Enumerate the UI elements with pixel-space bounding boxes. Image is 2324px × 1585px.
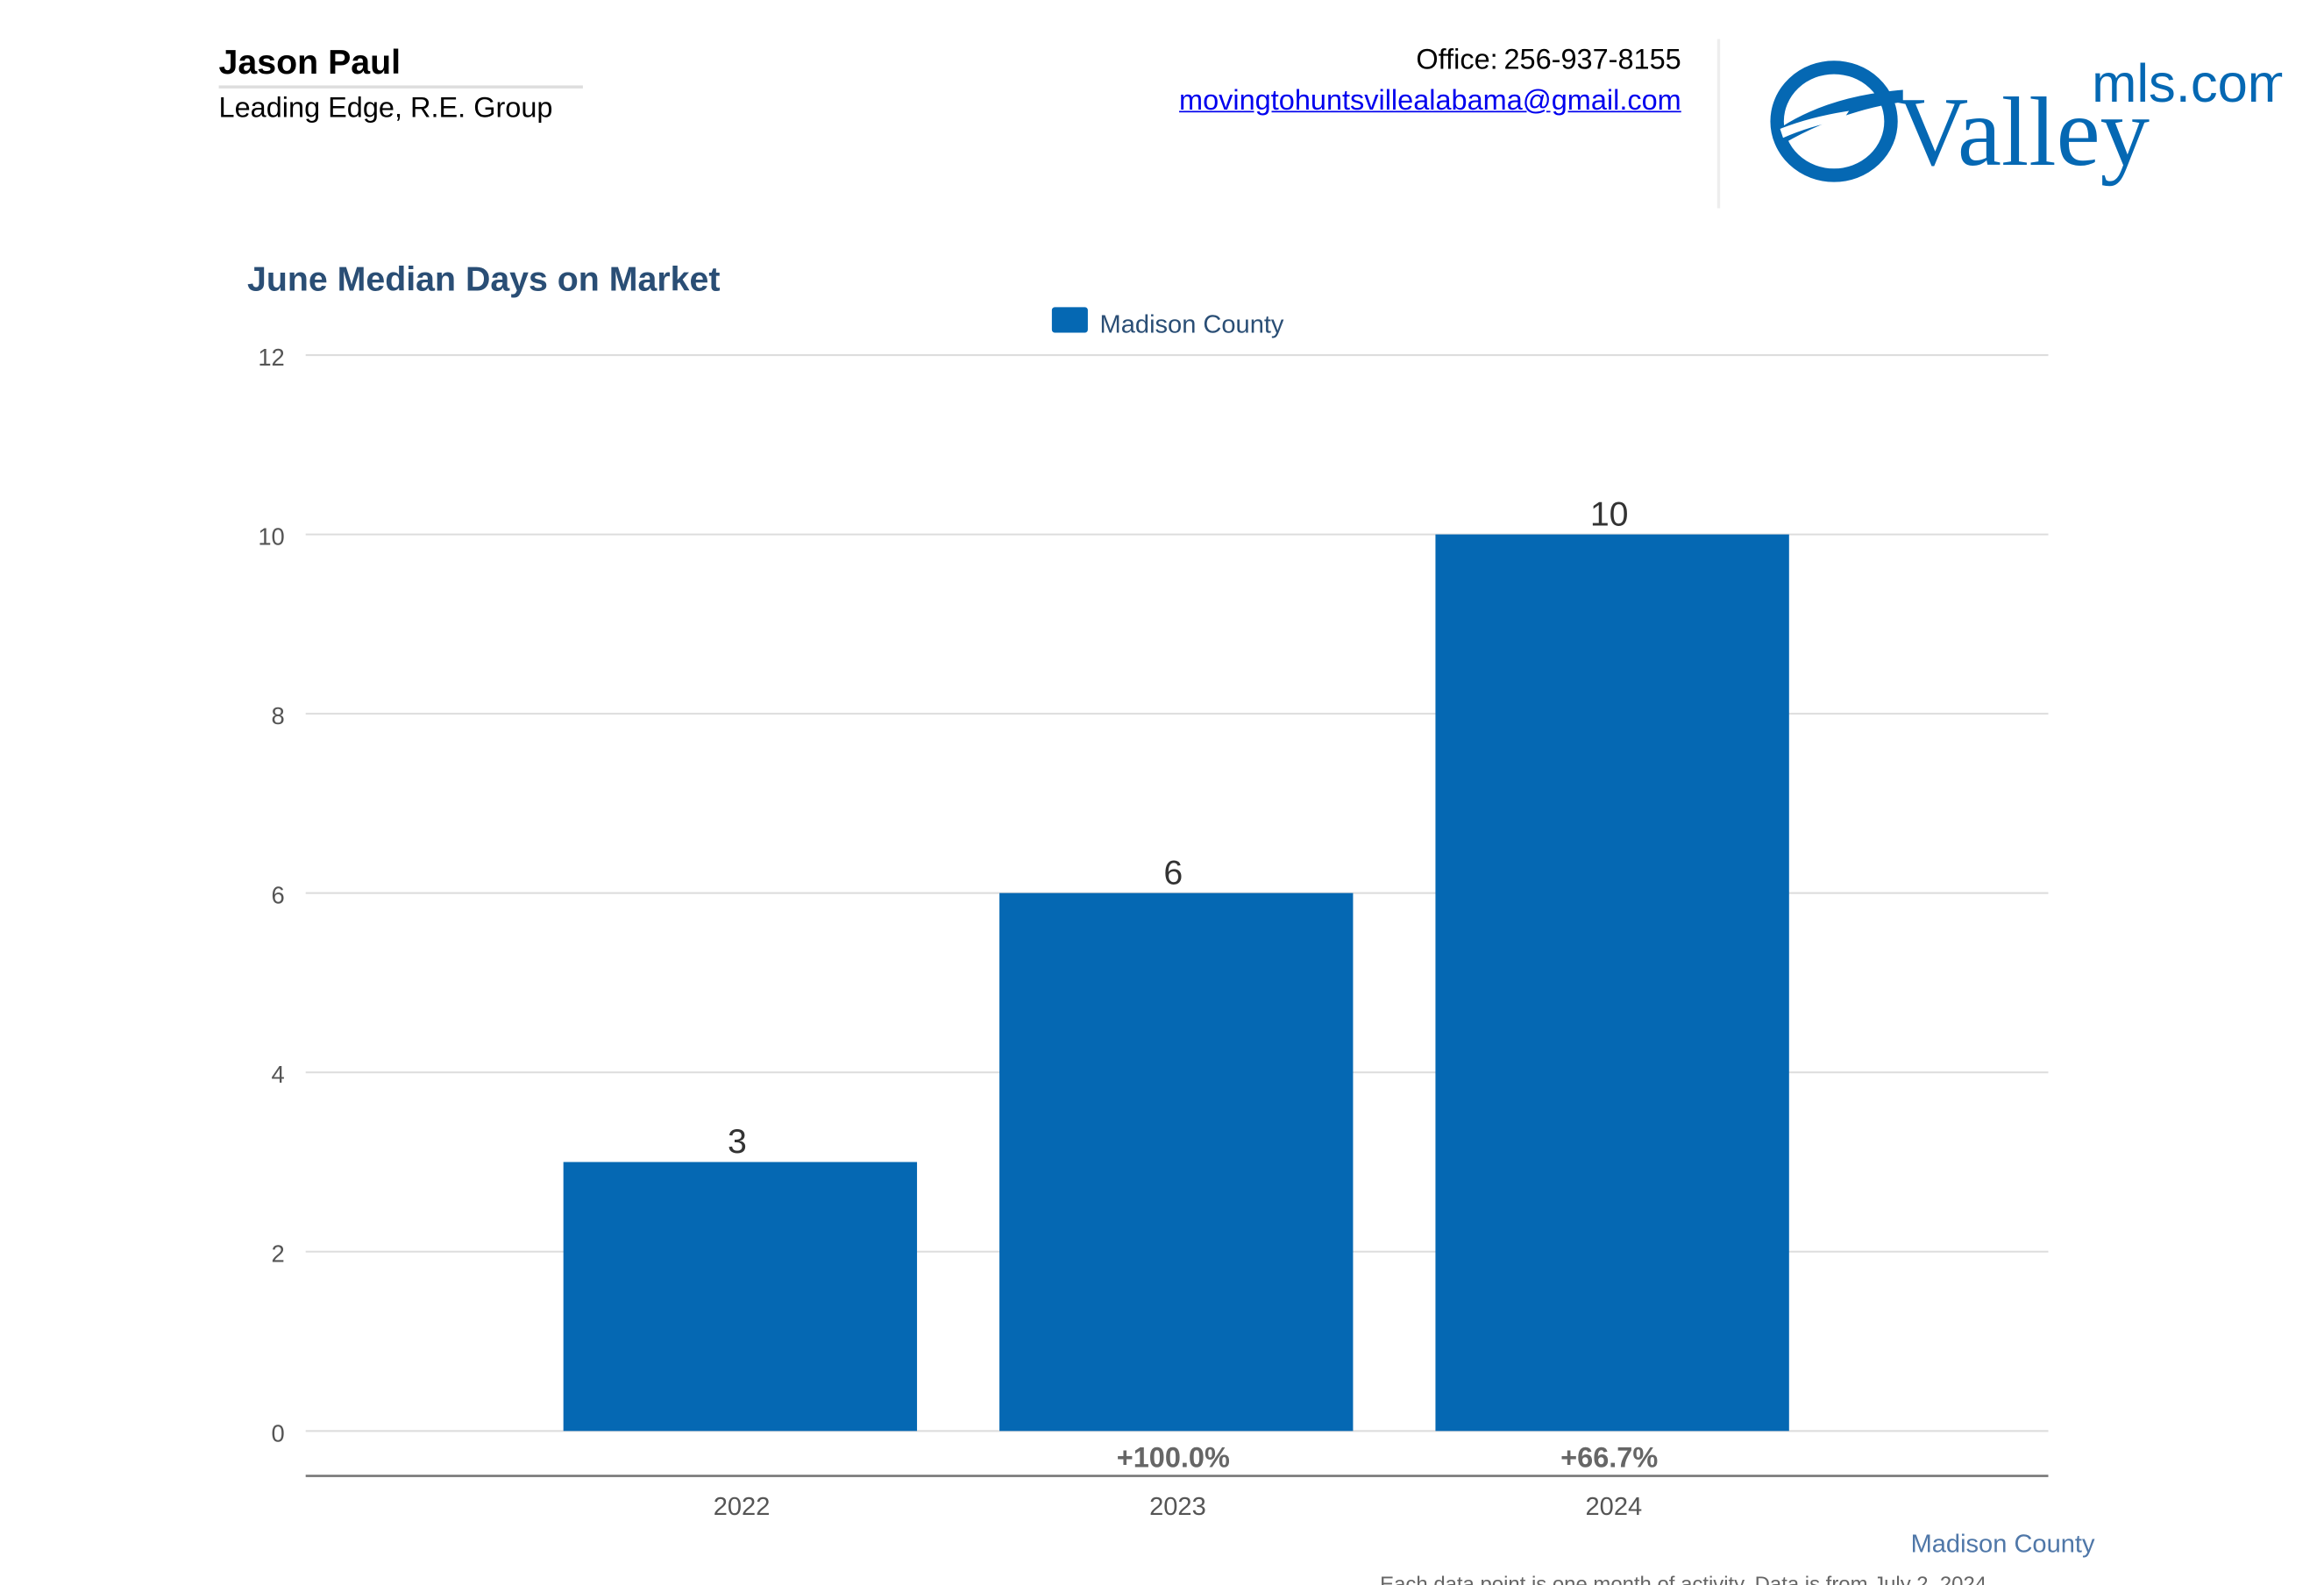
y-tick-label: 12 — [258, 344, 284, 371]
bar — [999, 892, 1354, 1432]
office-phone: 256-937-8155 — [1503, 45, 1681, 77]
chart-title: June Median Days on Market — [247, 260, 720, 299]
x-tick-label: 2023 — [1149, 1493, 1206, 1521]
y-tick-label: 6 — [272, 882, 285, 909]
office-phone-line: Office: 256-937-8155 — [1416, 45, 1681, 78]
bar-value-label: 10 — [1590, 494, 1629, 533]
footer-series-label: Madison County — [1911, 1531, 2095, 1559]
office-label: Office: — [1416, 45, 1498, 77]
y-tick-label: 10 — [258, 523, 284, 551]
logo-sup-text: mls.com — [2092, 53, 2282, 114]
bar-value-label: 3 — [728, 1122, 747, 1161]
legend: Madison County — [1051, 307, 1284, 338]
percent-change-label: +66.7% — [1560, 1441, 1658, 1473]
bar — [563, 1162, 918, 1432]
header-divider — [1716, 39, 1721, 209]
agent-name: Jason Paul — [218, 41, 402, 82]
footnote: Each data point is one month of activity… — [1380, 1573, 1993, 1585]
bar — [1435, 534, 1789, 1432]
legend-label: Madison County — [1100, 310, 1284, 338]
valley-globe-icon — [1770, 60, 1903, 182]
valleymls-logo: Valley mls.com — [1770, 53, 2282, 187]
percent-change-label: +100.0% — [1117, 1441, 1230, 1473]
x-tick-label: 2022 — [714, 1493, 771, 1521]
bar-value-label: 6 — [1163, 853, 1183, 892]
agent-company: Leading Edge, R.E. Group — [218, 92, 553, 124]
agent-divider — [218, 85, 583, 89]
logo-main-text: Valley — [1897, 77, 2150, 187]
y-tick-label: 4 — [272, 1061, 285, 1088]
legend-swatch — [1051, 307, 1088, 333]
y-tick-label: 8 — [272, 702, 285, 729]
email-link[interactable]: movingtohuntsvillealabama@gmail.com — [1179, 85, 1681, 117]
y-tick-label: 0 — [272, 1419, 285, 1446]
y-tick-label: 2 — [272, 1240, 285, 1268]
x-tick-label: 2024 — [1586, 1493, 1643, 1521]
